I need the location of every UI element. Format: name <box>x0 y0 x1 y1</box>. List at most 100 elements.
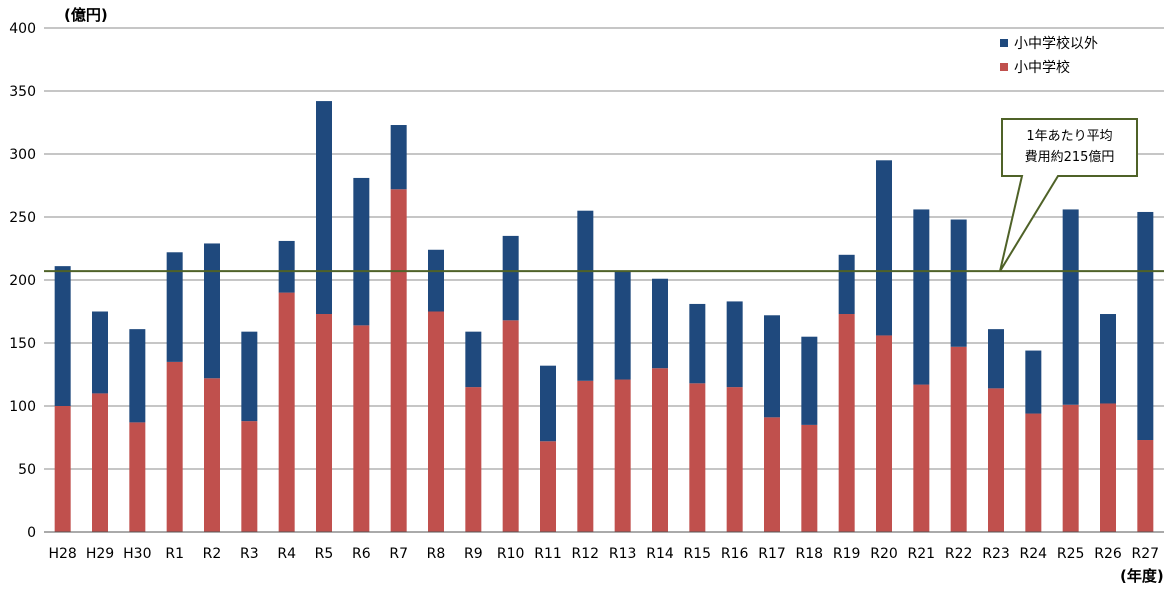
x-tick-label: H29 <box>86 546 114 562</box>
y-axis-unit-label: (億円) <box>64 6 108 24</box>
x-tick-label: H30 <box>123 546 151 562</box>
bar-segment-other-R18 <box>801 336 818 425</box>
bar-segment-elementary-junior-high-R26 <box>1100 403 1116 532</box>
y-tick-label: 300 <box>9 147 36 163</box>
bar-segment-other-R15 <box>689 303 706 384</box>
bar-segment-other-H28 <box>54 266 71 406</box>
bar-segment-other-R7 <box>390 125 407 190</box>
bar-segment-elementary-junior-high-R3 <box>241 421 258 532</box>
bar-segment-elementary-junior-high-R27 <box>1137 440 1154 532</box>
bar-segment-other-R17 <box>764 315 780 418</box>
bar-segment-elementary-junior-high-R2 <box>204 378 220 532</box>
x-tick-label: R10 <box>497 546 525 562</box>
bar-segment-elementary-junior-high-H29 <box>92 393 108 532</box>
callout-box <box>999 118 1138 272</box>
bar-segment-elementary-junior-high-R23 <box>988 388 1004 532</box>
bar-segment-elementary-junior-high-R20 <box>876 335 892 532</box>
y-tick-label: 0 <box>27 525 36 541</box>
x-axis-unit-label: (年度) <box>1120 567 1164 585</box>
bar-segment-elementary-junior-high-H30 <box>129 422 146 532</box>
legend-label: 小中学校 <box>1014 59 1070 76</box>
bar-segment-other-R25 <box>1062 209 1079 405</box>
bar-segment-elementary-junior-high-R6 <box>353 325 370 532</box>
bar-segment-elementary-junior-high-R12 <box>577 380 594 532</box>
bar-segment-elementary-junior-high-R22 <box>950 346 967 532</box>
bar-segment-elementary-junior-high-R4 <box>278 292 295 532</box>
x-tick-label: R5 <box>315 546 334 562</box>
x-tick-label: R8 <box>427 546 446 562</box>
bar-segment-elementary-junior-high-R8 <box>428 311 444 532</box>
bar-segment-other-R21 <box>913 209 930 385</box>
legend-swatch <box>1000 39 1008 47</box>
y-axis-ticks: 0 50 100 150 200 250 300 350 400 <box>9 21 36 541</box>
bar-segment-other-R27 <box>1137 211 1154 441</box>
bar-segment-elementary-junior-high-R17 <box>764 417 780 532</box>
bar-segment-other-R1 <box>166 252 183 362</box>
bars <box>54 101 1154 532</box>
x-tick-label: R25 <box>1057 546 1085 562</box>
bar-segment-other-R6 <box>353 177 370 326</box>
y-tick-label: 150 <box>9 336 36 352</box>
y-tick-label: 50 <box>18 462 36 478</box>
y-tick-label: 400 <box>9 21 36 37</box>
x-tick-label: R13 <box>609 546 637 562</box>
bar-segment-other-R24 <box>1025 350 1042 414</box>
bar-segment-other-R8 <box>428 249 444 312</box>
bar-segment-other-R23 <box>988 329 1004 389</box>
legend-label: 小中学校以外 <box>1014 35 1098 52</box>
x-tick-label: R3 <box>240 546 259 562</box>
x-tick-label: R9 <box>464 546 483 562</box>
x-tick-label: R1 <box>165 546 184 562</box>
bar-segment-elementary-junior-high-R10 <box>502 320 519 532</box>
x-tick-label: R20 <box>870 546 898 562</box>
y-tick-label: 200 <box>9 273 36 289</box>
callout-text-line: 費用約215億円 <box>1025 149 1115 165</box>
legend-swatch <box>1000 63 1008 71</box>
bar-segment-other-R10 <box>502 235 519 321</box>
x-tick-label: R19 <box>833 546 861 562</box>
bar-segment-elementary-junior-high-R5 <box>316 314 332 532</box>
y-tick-label: 100 <box>9 399 36 415</box>
bar-segment-elementary-junior-high-H28 <box>54 406 71 532</box>
bar-segment-other-R14 <box>652 278 668 369</box>
x-tick-label: R17 <box>758 546 786 562</box>
bar-segment-other-R19 <box>838 254 855 315</box>
x-tick-label: R21 <box>908 546 936 562</box>
bar-segment-other-R16 <box>726 301 743 388</box>
bar-segment-elementary-junior-high-R13 <box>614 379 631 532</box>
x-tick-label: R16 <box>721 546 749 562</box>
grid-lines <box>44 27 1164 470</box>
bar-segment-other-R5 <box>316 101 332 315</box>
bar-segment-other-H29 <box>92 311 108 394</box>
bar-segment-other-R9 <box>465 331 482 388</box>
bar-segment-other-H30 <box>129 329 146 423</box>
x-axis-ticks: H28 H29 H30 R1 R2 R3 R4 R5 R6 R7 R8 R9 R10 R11 R12 R13 R… <box>48 546 1159 562</box>
x-tick-label: R7 <box>389 546 408 562</box>
bar-segment-other-R3 <box>241 331 258 422</box>
x-tick-label: R23 <box>982 546 1010 562</box>
bar-segment-other-R4 <box>278 240 295 293</box>
bar-segment-elementary-junior-high-R9 <box>465 387 482 532</box>
x-tick-label: R15 <box>684 546 712 562</box>
bar-segment-elementary-junior-high-R16 <box>726 387 743 532</box>
bar-segment-elementary-junior-high-R15 <box>689 383 706 532</box>
bar-segment-other-R13 <box>614 271 631 380</box>
bar-segment-elementary-junior-high-R7 <box>390 189 407 532</box>
bar-segment-elementary-junior-high-R24 <box>1025 413 1042 532</box>
bar-segment-elementary-junior-high-R11 <box>540 441 556 532</box>
callout-text-line: 1年あたり平均 <box>1026 129 1112 144</box>
x-tick-label: R27 <box>1132 546 1160 562</box>
x-tick-label: R22 <box>945 546 973 562</box>
x-tick-label: R18 <box>796 546 824 562</box>
y-tick-label: 250 <box>9 210 36 226</box>
x-tick-label: R26 <box>1094 546 1122 562</box>
bar-segment-elementary-junior-high-R14 <box>652 368 668 532</box>
bar-segment-elementary-junior-high-R25 <box>1062 404 1079 532</box>
y-tick-label: 350 <box>9 84 36 100</box>
bar-segment-other-R2 <box>204 243 220 379</box>
x-tick-label: H28 <box>48 546 76 562</box>
bar-segment-other-R22 <box>950 219 967 347</box>
